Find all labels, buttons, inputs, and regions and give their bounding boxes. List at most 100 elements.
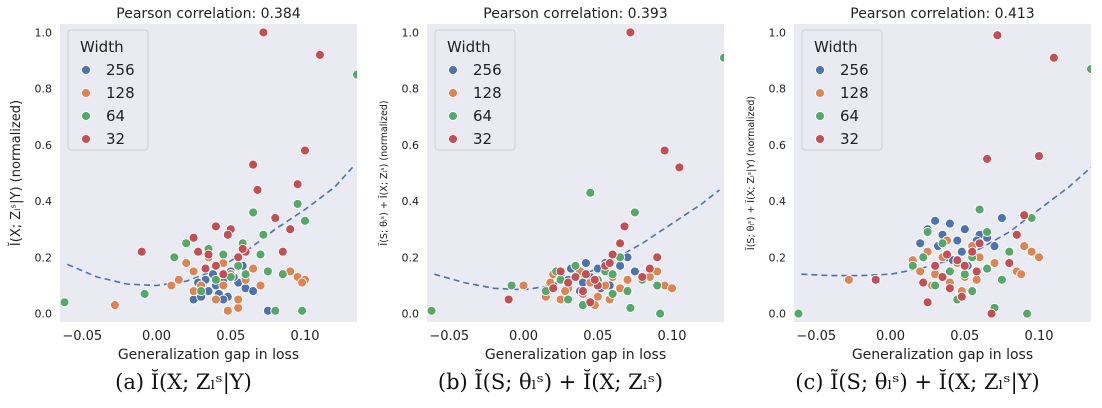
data-point-256 [956,246,967,257]
data-point-32 [918,277,929,288]
data-point-64 [427,305,437,316]
data-point-32 [604,258,615,268]
data-point-32 [930,260,941,271]
chart-svg: Pearson correlation: 0.384 −0.05 0.00 0.05 0… [8,6,357,363]
data-point-32 [952,255,963,266]
data-point-128 [843,274,854,285]
data-point-64 [255,249,266,260]
data-point-32 [548,283,559,294]
x-tick-label: −0.05 [796,329,836,344]
data-point-64 [297,305,308,316]
data-point-64 [625,302,636,313]
y-tick-label: 0.6 [35,139,53,152]
data-point-64 [629,207,640,218]
plot-marks [427,27,724,319]
data-point-256 [248,286,259,297]
data-point-64 [240,269,251,280]
data-point-256 [580,258,591,268]
y-tick-label: 0.8 [35,83,53,96]
chart-title: Pearson correlation: 0.413 [850,6,1034,22]
legend-title: Width [80,38,124,56]
data-point-64 [607,269,618,280]
data-point-32 [136,246,147,257]
data-point-128 [560,286,571,297]
data-point-32 [210,260,221,271]
chart-panel-a: Pearson correlation: 0.384 −0.05 0.00 0.05 0… [0,0,367,408]
data-point-128 [166,280,177,291]
data-point-32 [644,263,655,274]
data-point-64 [652,280,663,291]
data-point-32 [974,238,985,249]
data-point-32 [188,232,199,243]
y-tick-label: 0.6 [402,139,420,152]
x-tick-label: 0.10 [658,329,687,344]
data-point-128 [915,266,926,277]
data-point-256 [629,266,640,277]
data-point-64 [139,288,150,299]
data-point-32 [982,153,993,164]
y-tick-label: 0.4 [769,195,787,208]
data-point-64 [944,266,955,277]
data-point-128 [297,277,308,288]
plot-marks [60,27,357,316]
chart-caption: (a) Ĭ(X; Zₗˢ|Y) [115,370,252,394]
chart-panel-c: Pearson correlation: 0.413 −0.05 0.00 0.05 0… [734,0,1101,408]
legend-label: 64 [106,107,125,125]
data-point-256 [996,213,1007,223]
x-axis-label: Generalization gap in loss [485,347,666,363]
data-point-128 [971,274,982,285]
data-point-64 [959,269,970,280]
y-tick-label: 0.8 [402,83,420,96]
data-point-32 [992,30,1003,41]
data-point-32 [1004,258,1015,268]
data-point-64 [270,305,281,316]
data-point-32 [248,159,259,170]
data-point-32 [986,308,997,319]
data-point-128 [233,294,244,305]
data-point-64 [60,297,70,308]
y-tick-label: 1.0 [35,26,53,39]
x-tick-label: 0.10 [1025,329,1054,344]
chart-svg: Pearson correlation: 0.393 −0.05 0.00 0.05 0… [378,6,724,363]
data-point-32 [210,221,221,232]
data-point-32 [1034,151,1044,162]
data-point-128 [218,280,229,291]
x-tick-label: −0.05 [429,329,469,344]
legend-marker [815,65,825,75]
y-tick-label: 0.0 [402,308,420,321]
x-tick-label: 0.00 [142,329,171,344]
data-point-32 [937,272,948,282]
x-tick-label: 0.00 [876,329,905,344]
data-point-64 [585,187,596,198]
data-point-64 [258,229,269,240]
legend-marker [815,134,825,144]
data-point-32 [237,243,248,254]
data-point-32 [942,249,952,260]
legend-marker [448,65,458,75]
y-tick-label: 0.0 [769,308,787,321]
data-point-64 [974,204,985,215]
data-point-128 [667,283,677,294]
y-tick-label: 0.4 [35,195,53,208]
x-tick-label: 0.05 [583,329,612,344]
x-tick-label: 0.05 [216,329,245,344]
x-tick-label: 0.05 [950,329,979,344]
data-point-32 [589,274,600,285]
data-point-128 [1034,252,1044,263]
data-point-32 [203,249,214,260]
data-point-32 [922,297,933,308]
legend-label: 128 [840,84,869,102]
data-point-128 [255,280,266,291]
y-axis-label: Ĩ(S; θₗˢ) + Ĭ(X; Zₗˢ|Y) (normalized) [745,96,757,251]
data-point-32 [277,246,288,257]
data-point-256 [930,215,941,226]
chart-svg: Pearson correlation: 0.413 −0.05 0.00 0.05 0… [745,6,1091,363]
data-point-64 [292,198,303,209]
data-point-64 [300,215,310,226]
data-point-32 [674,162,685,173]
data-point-64 [233,260,244,271]
x-tick-label: 0.00 [509,329,538,344]
data-point-64 [622,286,633,297]
data-point-32 [1048,52,1059,63]
chart-title: Pearson correlation: 0.384 [116,6,301,22]
